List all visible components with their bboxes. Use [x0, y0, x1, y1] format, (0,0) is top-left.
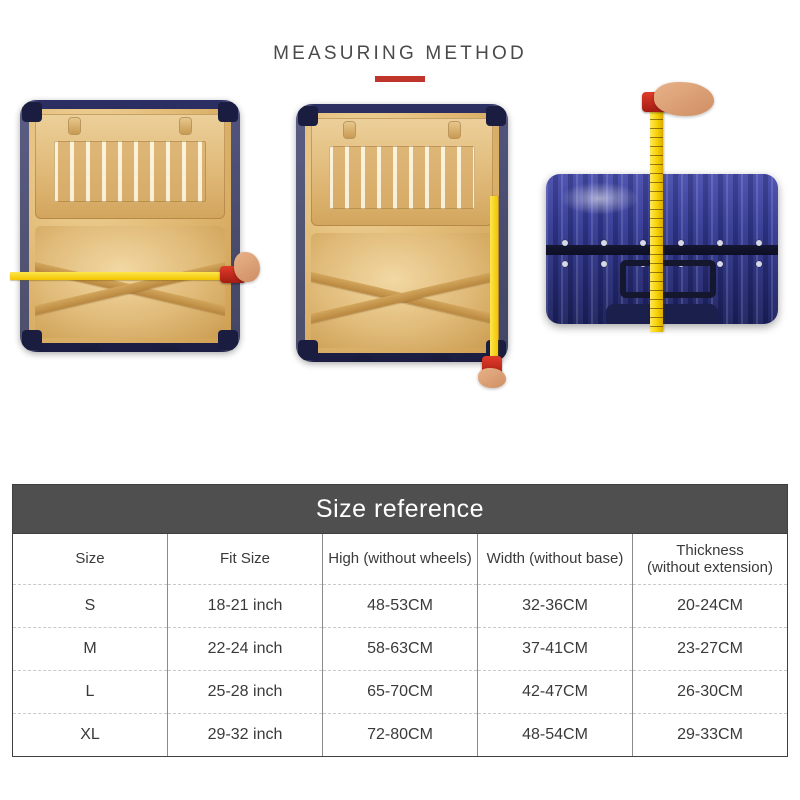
column-header-size: Size [12, 533, 168, 585]
cell-high: 48-53CM [322, 584, 478, 628]
table-row: L 25-28 inch 65-70CM 42-47CM 26-30CM [12, 670, 788, 714]
cell-fit-size: 22-24 inch [167, 627, 323, 671]
lid-strap-right [449, 122, 461, 138]
cell-size: L [12, 670, 168, 714]
suitcase-open-shell [296, 104, 508, 362]
suitcase-lining [29, 109, 231, 343]
cross-strap-a [35, 257, 225, 320]
cell-size: M [12, 627, 168, 671]
tape-measure-vertical [490, 196, 498, 368]
size-reference-table: Size reference Size Fit Size High (witho… [12, 484, 788, 757]
table-row: XL 29-32 inch 72-80CM 48-54CM 29-33CM [12, 713, 788, 757]
cell-size: S [12, 584, 168, 628]
column-header-thickness-line2: (without extension) [647, 559, 773, 576]
cell-width: 32-36CM [477, 584, 633, 628]
suitcase-wheel-left [81, 346, 99, 352]
suitcase-open-shell [20, 100, 240, 352]
photo-open-suitcase-height [288, 86, 524, 388]
lid-strap-left [69, 118, 81, 134]
cross-strap-b [35, 257, 225, 320]
suitcase-handle [620, 260, 716, 298]
rivet [639, 240, 646, 246]
rivet [716, 261, 723, 267]
suitcase-wheel-right [431, 356, 449, 362]
title-underline-rule [375, 76, 425, 82]
table-row: M 22-24 inch 58-63CM 37-41CM 23-27CM [12, 627, 788, 671]
column-header-width: Width (without base) [477, 533, 633, 585]
page-header: MEASURING METHOD [0, 44, 800, 82]
tape-measure-horizontal [10, 272, 234, 280]
rivet [600, 261, 607, 267]
cell-width: 48-54CM [477, 713, 633, 757]
mesh-pocket [329, 146, 475, 209]
rivet [678, 240, 685, 246]
column-header-fit-size: Fit Size [167, 533, 323, 585]
cross-strap-a [311, 267, 493, 327]
cell-size: XL [12, 713, 168, 757]
suitcase-wheel-right [161, 346, 179, 352]
cell-high: 65-70CM [322, 670, 478, 714]
column-header-high: High (without wheels) [322, 533, 478, 585]
cross-strap-b [311, 267, 493, 327]
measuring-photo-strip [0, 82, 800, 388]
cell-fit-size: 18-21 inch [167, 584, 323, 628]
cell-thickness: 23-27CM [632, 627, 788, 671]
suitcase-wheel-left [355, 356, 373, 362]
table-banner-title: Size reference [12, 484, 788, 534]
suitcase-gloss-highlight [559, 181, 639, 215]
table-row: S 18-21 inch 48-53CM 32-36CM 20-24CM [12, 584, 788, 628]
suitcase-lid-pocket [311, 118, 493, 226]
mesh-pocket [54, 141, 206, 203]
hand [478, 368, 506, 388]
cell-width: 42-47CM [477, 670, 633, 714]
rivet [562, 240, 569, 246]
case-corner-bl [22, 330, 42, 350]
cell-thickness: 20-24CM [632, 584, 788, 628]
case-corner-br [218, 330, 238, 350]
rivet [562, 261, 569, 267]
suitcase-lining [305, 113, 499, 353]
cell-fit-size: 25-28 inch [167, 670, 323, 714]
photo-closed-suitcase-thickness [532, 82, 794, 381]
case-corner-tl [22, 102, 42, 122]
page-title: MEASURING METHOD [273, 43, 527, 64]
tape-measure-vertical [650, 110, 663, 332]
case-corner-tr [218, 102, 238, 122]
cell-fit-size: 29-32 inch [167, 713, 323, 757]
case-corner-bl [298, 340, 318, 360]
hand [234, 252, 260, 282]
case-corner-tr [486, 106, 506, 126]
suitcase-base [311, 232, 493, 348]
size-reference-section: Size reference Size Fit Size High (witho… [12, 484, 788, 757]
table-header-row: Size Fit Size High (without wheels) Widt… [12, 533, 788, 585]
suitcase-lid-pocket [35, 114, 225, 220]
cell-thickness: 26-30CM [632, 670, 788, 714]
lid-strap-right [179, 118, 191, 134]
cell-width: 37-41CM [477, 627, 633, 671]
lid-strap-left [343, 122, 355, 138]
column-header-thickness-line1: Thickness [676, 541, 744, 559]
rivet-row-upper [546, 240, 778, 246]
rivet [600, 240, 607, 246]
cell-thickness: 29-33CM [632, 713, 788, 757]
cell-high: 72-80CM [322, 713, 478, 757]
case-corner-tl [298, 106, 318, 126]
suitcase-base [35, 225, 225, 338]
photo-open-suitcase-width [8, 86, 260, 376]
rivet [755, 240, 762, 246]
cell-high: 58-63CM [322, 627, 478, 671]
column-header-thickness: Thickness (without extension) [632, 533, 788, 585]
rivet [755, 261, 762, 267]
hand [654, 82, 714, 116]
rivet [716, 240, 723, 246]
